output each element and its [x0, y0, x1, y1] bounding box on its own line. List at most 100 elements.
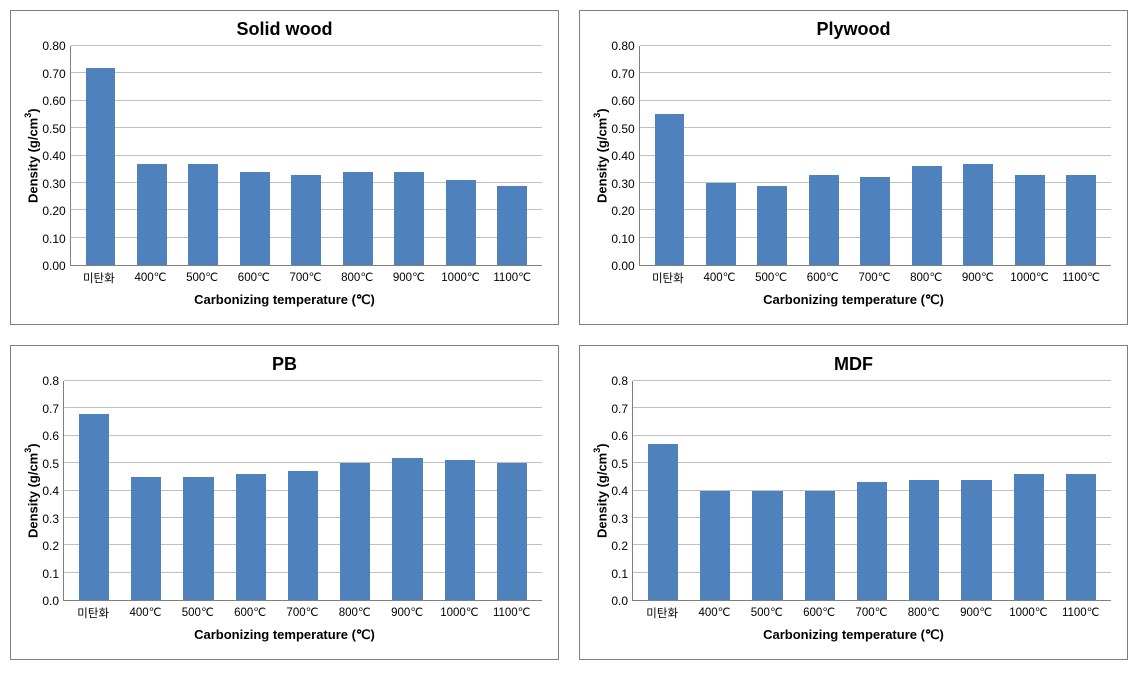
chart-body: Density (g/cm3)0.800.700.600.500.400.300… — [21, 46, 548, 266]
x-tick-label: 600℃ — [793, 605, 845, 621]
y-axis-label: Density (g/cm3) — [590, 46, 611, 266]
bar-slot — [644, 46, 695, 265]
bar — [445, 460, 475, 600]
bar — [291, 175, 321, 265]
bar — [392, 458, 422, 600]
x-tick-label: 900℃ — [383, 270, 435, 286]
bar-slot — [384, 46, 435, 265]
bar-slot — [332, 46, 383, 265]
chart-title: Solid wood — [21, 19, 548, 40]
x-tick-label: 1100℃ — [1055, 605, 1107, 621]
y-axis: 0.800.700.600.500.400.300.200.100.00 — [42, 46, 69, 266]
x-tick-label: 500℃ — [745, 270, 797, 286]
x-tick-label: 미탄화 — [642, 270, 694, 286]
plot-area — [63, 381, 542, 601]
bar — [79, 414, 109, 600]
bar — [394, 172, 424, 265]
x-tick-label: 1000℃ — [1004, 270, 1056, 286]
x-tick-label: 800℃ — [329, 605, 381, 621]
bar-slot — [75, 46, 126, 265]
x-axis: 미탄화400℃500℃600℃700℃800℃900℃1000℃1100℃ — [632, 601, 1111, 621]
bar — [809, 175, 839, 265]
x-tick-label: 700℃ — [280, 270, 332, 286]
x-axis-spacer — [590, 601, 632, 621]
bar-slot — [225, 381, 277, 600]
bar-slot — [747, 46, 798, 265]
bar-slot — [381, 381, 433, 600]
bar — [648, 444, 678, 600]
bar — [860, 177, 890, 265]
bar — [188, 164, 218, 265]
x-axis-row: 미탄화400℃500℃600℃700℃800℃900℃1000℃1100℃ — [590, 266, 1117, 286]
bar-slot — [486, 381, 538, 600]
x-axis-label: Carbonizing temperature (℃) — [21, 627, 548, 643]
plot-area — [70, 46, 542, 266]
x-tick-label: 800℃ — [898, 605, 950, 621]
x-tick-label: 600℃ — [797, 270, 849, 286]
x-tick-label: 700℃ — [276, 605, 328, 621]
bar — [497, 186, 527, 265]
bar-slot — [695, 46, 746, 265]
y-axis-label: Density (g/cm3) — [21, 381, 42, 601]
x-tick-label: 미탄화 — [73, 270, 125, 286]
bar — [757, 186, 787, 265]
chart-panel-solid_wood: Solid wood Density (g/cm3)0.800.700.600.5… — [10, 10, 559, 325]
bar — [131, 477, 161, 600]
x-tick-label: 900℃ — [952, 270, 1004, 286]
bar-slot — [435, 46, 486, 265]
bar — [1066, 175, 1096, 265]
x-axis: 미탄화400℃500℃600℃700℃800℃900℃1000℃1100℃ — [63, 601, 542, 621]
bar — [236, 474, 266, 600]
bar-slot — [281, 46, 332, 265]
bar — [86, 68, 116, 265]
bars-container — [640, 46, 1111, 265]
x-tick-label: 800℃ — [900, 270, 952, 286]
x-tick-label: 400℃ — [125, 270, 177, 286]
x-tick-label: 미탄화 — [67, 605, 119, 621]
bar-slot — [901, 46, 952, 265]
x-tick-label: 500℃ — [176, 270, 228, 286]
chart-title: MDF — [590, 354, 1117, 375]
bar-slot — [68, 381, 120, 600]
x-tick-label: 900℃ — [381, 605, 433, 621]
x-tick-label: 1100℃ — [486, 605, 538, 621]
x-tick-label: 미탄화 — [636, 605, 688, 621]
bar — [137, 164, 167, 265]
bar — [961, 480, 991, 600]
bar-slot — [1004, 46, 1055, 265]
bar-slot — [277, 381, 329, 600]
x-tick-label: 500℃ — [741, 605, 793, 621]
bar-slot — [953, 46, 1004, 265]
x-tick-label: 1100℃ — [486, 270, 538, 286]
bar-slot — [329, 381, 381, 600]
bar-slot — [689, 381, 741, 600]
x-tick-label: 800℃ — [331, 270, 383, 286]
bar-slot — [1003, 381, 1055, 600]
x-tick-label: 600℃ — [224, 605, 276, 621]
chart-panel-mdf: MDF Density (g/cm3)0.80.70.60.50.40.30.20… — [579, 345, 1128, 660]
x-axis-row: 미탄화400℃500℃600℃700℃800℃900℃1000℃1100℃ — [590, 601, 1117, 621]
bar — [706, 183, 736, 265]
bar-slot — [741, 381, 793, 600]
x-tick-label: 700℃ — [849, 270, 901, 286]
x-tick-label: 1000℃ — [1002, 605, 1054, 621]
chart-grid: Solid woodDensity (g/cm3)0.800.700.600.5… — [10, 10, 1128, 660]
x-tick-label: 400℃ — [119, 605, 171, 621]
bar-slot — [794, 381, 846, 600]
bar — [446, 180, 476, 265]
bar — [497, 463, 527, 600]
y-axis: 0.800.700.600.500.400.300.200.100.00 — [611, 46, 638, 266]
y-axis-label: Density (g/cm3) — [590, 381, 611, 601]
x-tick-label: 1100℃ — [1055, 270, 1107, 286]
bar — [655, 114, 685, 265]
bars-container — [64, 381, 542, 600]
x-tick-label: 400℃ — [688, 605, 740, 621]
y-axis: 0.80.70.60.50.40.30.20.10.0 — [611, 381, 632, 601]
bar-slot — [434, 381, 486, 600]
bar-slot — [1055, 381, 1107, 600]
bar-slot — [178, 46, 229, 265]
bar-slot — [126, 46, 177, 265]
chart-title: PB — [21, 354, 548, 375]
bar-slot — [172, 381, 224, 600]
bar — [909, 480, 939, 600]
